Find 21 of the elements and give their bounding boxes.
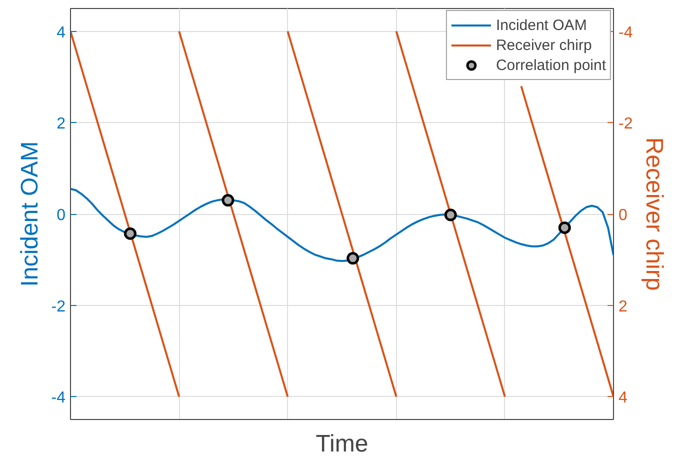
y-tick-label: -4 bbox=[51, 390, 66, 407]
x-axis-title: Time bbox=[316, 430, 368, 458]
y-tick-label: -2 bbox=[51, 298, 66, 316]
point bbox=[346, 252, 360, 265]
legend-label: Receiver chirp bbox=[496, 36, 592, 54]
y2-tick-label: 0 bbox=[618, 207, 628, 224]
legend-label: Correlation point bbox=[496, 56, 606, 74]
y-tick-label: 4 bbox=[56, 24, 66, 42]
legend-label: Incident OAM bbox=[496, 16, 587, 34]
y2-tick-label: 4 bbox=[618, 390, 628, 407]
y-axis-title: Incident OAM bbox=[16, 141, 44, 287]
y2-tick-label: -2 bbox=[618, 116, 633, 133]
point bbox=[222, 194, 234, 207]
point bbox=[558, 221, 571, 234]
y-tick-label: 2 bbox=[56, 116, 66, 133]
y-tick-label: 0 bbox=[56, 207, 66, 224]
y2-tick-label: -4 bbox=[618, 24, 633, 42]
point bbox=[124, 227, 136, 240]
y2-tick-label: 2 bbox=[618, 298, 628, 316]
y2-axis-title: Receiver chirp bbox=[640, 137, 668, 291]
point bbox=[444, 208, 457, 222]
